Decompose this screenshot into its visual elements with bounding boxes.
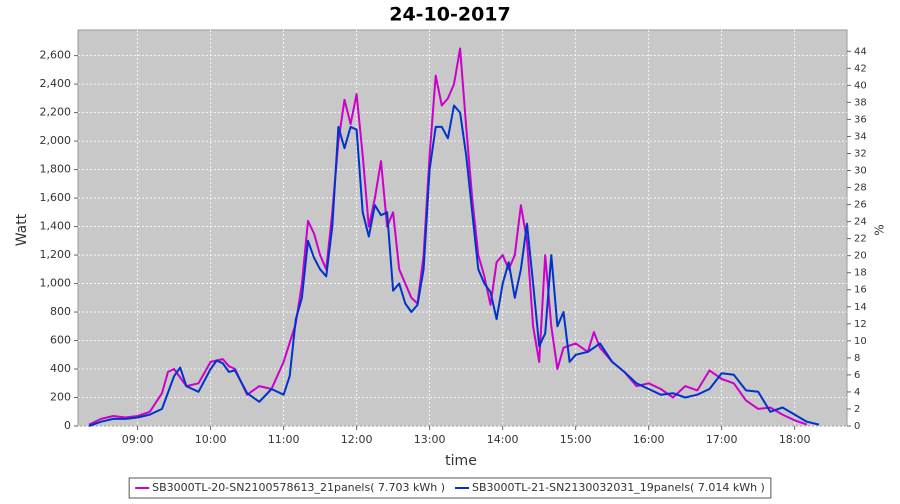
y-tick-label: 2,400 — [40, 77, 72, 90]
y2-tick-label: 20 — [854, 251, 867, 262]
x-tick-label: 15:00 — [560, 433, 592, 446]
y-tick-label: 200 — [50, 391, 71, 404]
y2-tick-label: 2 — [854, 404, 860, 415]
legend: SB3000TL-20-SN2100578613_21panels( 7.703… — [128, 477, 772, 499]
y2-tick-label: 4 — [854, 387, 860, 398]
y-tick-label: 400 — [50, 362, 71, 375]
y2-tick-label: 22 — [854, 234, 867, 245]
y2-tick-label: 38 — [854, 97, 867, 108]
y2-tick-label: 10 — [854, 336, 867, 347]
y2-tick-label: 44 — [854, 46, 867, 57]
y-tick-label: 1,000 — [40, 277, 72, 290]
y-tick-label: 1,400 — [40, 220, 72, 233]
x-tick-label: 13:00 — [414, 433, 446, 446]
legend-label: SB3000TL-20-SN2100578613_21panels( 7.703… — [152, 481, 445, 494]
x-tick-label: 17:00 — [706, 433, 738, 446]
legend-label: SB3000TL-21-SN2130032031_19panels( 7.014… — [472, 481, 765, 494]
x-tick-label: 14:00 — [487, 433, 519, 446]
y2-tick-label: 36 — [854, 114, 867, 125]
y-tick-label: 600 — [50, 334, 71, 347]
y2-tick-label: 40 — [854, 80, 867, 91]
y-tick-label: 2,200 — [40, 106, 72, 119]
y2-tick-label: 18 — [854, 268, 867, 279]
y-tick-label: 1,600 — [40, 191, 72, 204]
y-tick-label: 2,000 — [40, 134, 72, 147]
legend-box — [128, 477, 772, 499]
y2-tick-label: 28 — [854, 183, 867, 194]
x-tick-label: 18:00 — [779, 433, 811, 446]
y-tick-label: 2,600 — [40, 49, 72, 62]
y2-tick-label: 34 — [854, 131, 867, 142]
y2-tick-label: 12 — [854, 319, 867, 330]
x-tick-label: 12:00 — [341, 433, 373, 446]
chart-title: 24-10-2017 — [389, 4, 511, 26]
y2-tick-label: 6 — [854, 370, 860, 381]
y2-axis-label: % — [873, 224, 887, 235]
x-tick-label: 11:00 — [268, 433, 300, 446]
y-tick-label: 0 — [64, 419, 71, 432]
y2-tick-label: 14 — [854, 302, 867, 313]
y-axis-label: Watt — [14, 213, 30, 246]
plot-area — [77, 29, 848, 427]
y2-tick-label: 30 — [854, 166, 867, 177]
y2-tick-label: 26 — [854, 200, 867, 211]
y2-tick-label: 0 — [854, 421, 860, 432]
x-tick-label: 10:00 — [195, 433, 227, 446]
x-axis-label: time — [445, 453, 477, 469]
y2-tick-label: 32 — [854, 148, 867, 159]
x-tick-label: 09:00 — [122, 433, 154, 446]
series-line — [88, 104, 820, 427]
y2-tick-label: 42 — [854, 63, 867, 74]
y-tick-label: 1,200 — [40, 248, 72, 261]
series-line — [88, 47, 808, 426]
x-tick-label: 16:00 — [633, 433, 665, 446]
y2-tick-label: 8 — [854, 353, 860, 364]
y-tick-label: 1,800 — [40, 163, 72, 176]
y-tick-label: 800 — [50, 305, 71, 318]
y2-tick-label: 24 — [854, 217, 867, 228]
y2-tick-label: 16 — [854, 285, 867, 296]
